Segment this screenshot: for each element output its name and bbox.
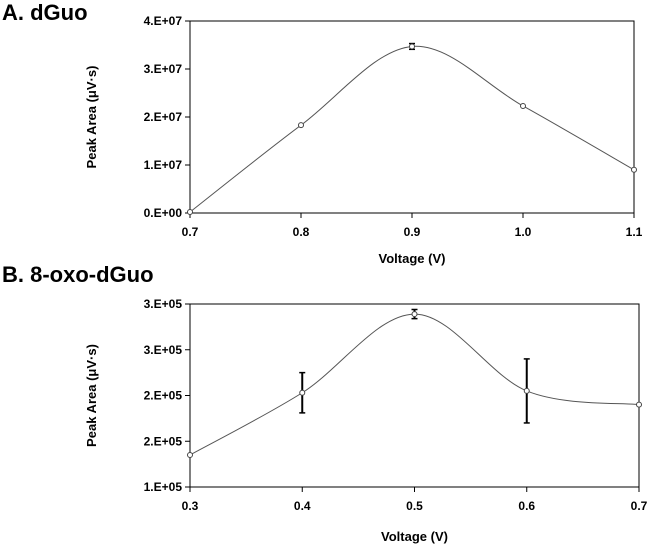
x-tick-label: 0.9 bbox=[404, 225, 421, 239]
y-tick-label: 2.E+07 bbox=[144, 110, 183, 124]
y-tick-label: 3.E+05 bbox=[144, 297, 183, 311]
panel-a-label: A. dGuo bbox=[2, 0, 88, 25]
y-tick-label: 3.E+05 bbox=[144, 343, 183, 357]
x-tick-label: 0.8 bbox=[293, 225, 310, 239]
y-tick-label: 2.E+05 bbox=[144, 434, 183, 448]
panel-b-label: B. 8-oxo-dGuo bbox=[2, 262, 154, 287]
data-point bbox=[298, 122, 304, 129]
y-axis-label: Peak Area (μV·s) bbox=[84, 344, 99, 447]
series-line bbox=[189, 45, 635, 213]
y-tick-label: 1.E+05 bbox=[144, 480, 183, 494]
x-tick-label: 0.6 bbox=[518, 499, 535, 513]
y-tick-label: 4.E+07 bbox=[144, 14, 183, 28]
series-line bbox=[189, 313, 640, 456]
y-tick-label: 2.E+05 bbox=[144, 389, 183, 403]
data-point bbox=[409, 43, 415, 50]
chart-b-8-oxo-dguo: 1.E+05 2.E+05 2.E+05 3.E+05 3.E+05 0.3 0.4 0.5 0… bbox=[84, 297, 648, 544]
x-tick-label: 0.7 bbox=[631, 499, 648, 513]
x-tick-label: 1.0 bbox=[515, 225, 532, 239]
data-point bbox=[523, 387, 530, 394]
y-tick-label: 1.E+07 bbox=[144, 158, 183, 172]
data-point bbox=[520, 102, 526, 109]
data-point bbox=[187, 209, 193, 216]
x-tick-label: 1.1 bbox=[626, 225, 643, 239]
data-point bbox=[636, 401, 642, 408]
x-tick-label: 0.4 bbox=[294, 499, 311, 513]
chart-a-dguo: 0.E+00 1.E+07 2.E+07 3.E+07 4.E+07 0.7 0.8 0.9 1… bbox=[84, 14, 643, 266]
data-point bbox=[299, 389, 306, 396]
data-point bbox=[411, 311, 418, 318]
x-axis-label: Voltage (V) bbox=[381, 529, 448, 544]
y-tick-label: 3.E+07 bbox=[144, 62, 183, 76]
x-tick-label: 0.3 bbox=[182, 499, 199, 513]
plot-frame bbox=[189, 303, 640, 488]
x-axis-label: Voltage (V) bbox=[379, 251, 446, 266]
data-point bbox=[631, 166, 637, 173]
x-tick-label: 0.5 bbox=[406, 499, 423, 513]
data-point bbox=[187, 451, 193, 458]
y-axis-label: Peak Area (μV·s) bbox=[84, 66, 99, 169]
x-tick-label: 0.7 bbox=[182, 225, 199, 239]
y-tick-label: 0.E+00 bbox=[144, 206, 183, 220]
